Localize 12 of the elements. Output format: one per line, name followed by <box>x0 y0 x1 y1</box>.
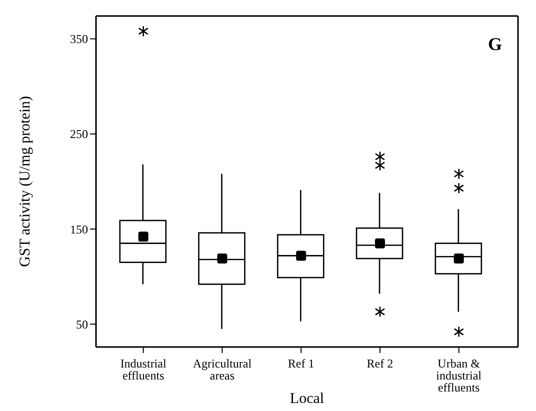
y-tick-label: 250 <box>70 127 88 142</box>
x-tick-label: Urban & industrial effluents <box>436 356 482 395</box>
x-axis-title: Local <box>290 391 324 407</box>
x-tick-label: Ref 2 <box>366 356 394 371</box>
y-axis-title: GST activity (U/mg protein) <box>17 96 34 267</box>
y-tick-label: 50 <box>76 317 88 332</box>
x-tick-label: Agricultural areas <box>192 356 252 383</box>
y-tick-label: 150 <box>70 222 88 236</box>
x-tick-label: Industrial effluents <box>120 356 167 383</box>
y-tick-label: 350 <box>70 32 88 46</box>
annotation: G <box>488 34 502 55</box>
x-tick-label: Ref 1 <box>288 356 314 371</box>
